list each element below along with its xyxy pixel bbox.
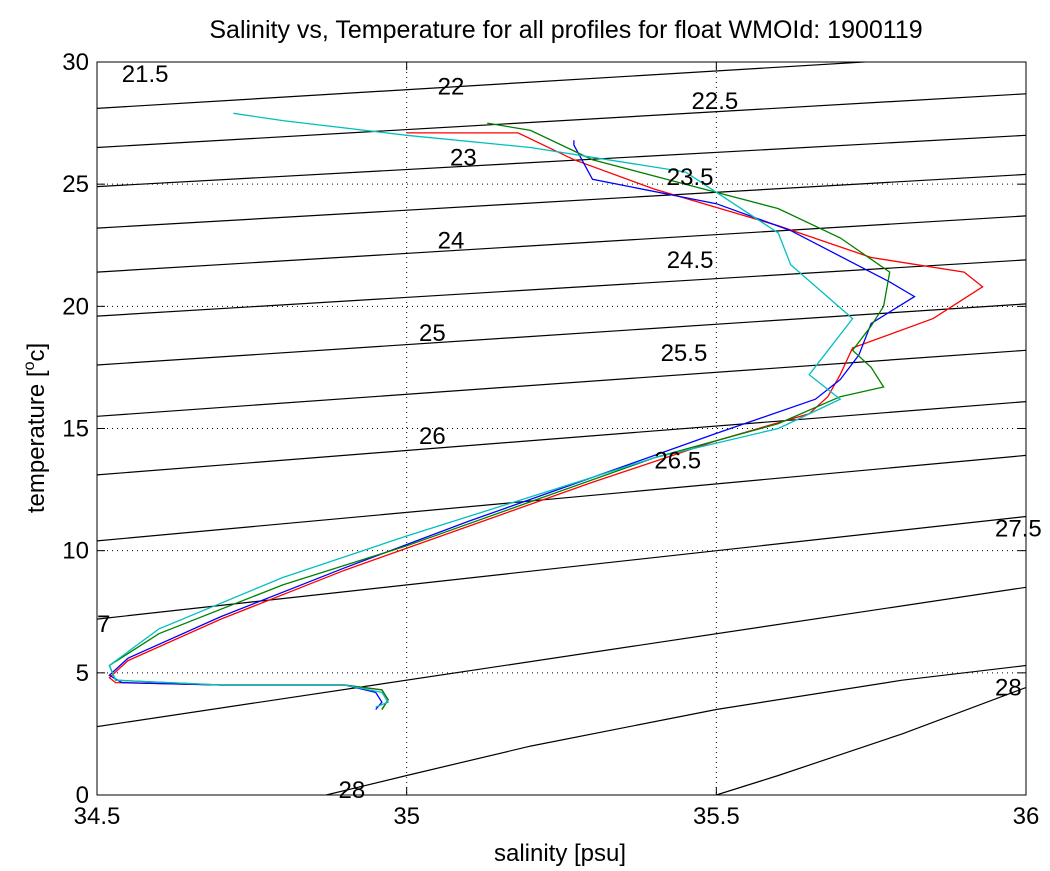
- y-tick-label: 30: [62, 49, 89, 76]
- density-contour: [97, 215, 1026, 273]
- y-tick-label: 20: [62, 293, 89, 320]
- chart-title: Salinity vs, Temperature for all profile…: [209, 16, 922, 44]
- density-contour: [97, 303, 1026, 366]
- contour-label: 23.5: [667, 164, 714, 191]
- density-contours: [97, 62, 1026, 795]
- profile-line: [108, 122, 891, 710]
- density-contour: [97, 401, 1026, 476]
- x-axis-ticks: 34.5 35 35.5 36: [74, 62, 1040, 830]
- contour-label: 28: [995, 674, 1022, 701]
- contour-label: 21.5: [122, 61, 169, 88]
- x-tick-label: 34.5: [74, 803, 121, 830]
- contour-label: 7: [97, 611, 110, 638]
- grid: [97, 62, 1026, 795]
- density-contour: [97, 259, 1026, 317]
- contour-label: 26: [419, 423, 446, 450]
- y-axis-label-main: temperature [: [23, 370, 50, 513]
- density-contour: [326, 664, 1026, 795]
- density-contour: [716, 686, 1026, 795]
- density-contour: [97, 349, 1026, 417]
- x-axis-label: salinity [psu]: [494, 840, 626, 867]
- x-tick-label: 36: [1013, 803, 1040, 830]
- y-axis-label: temperature [oc]: [21, 343, 50, 513]
- contour-label: 24.5: [667, 247, 714, 274]
- contour-label: 22.5: [692, 88, 739, 115]
- contour-label: 25.5: [661, 340, 708, 367]
- y-tick-label: 15: [62, 416, 89, 443]
- y-tick-label: 10: [62, 538, 89, 565]
- density-contour: [97, 586, 1026, 728]
- y-tick-label: 25: [62, 171, 89, 198]
- profile-line: [108, 140, 916, 710]
- y-tick-label: 5: [76, 660, 89, 687]
- y-axis-ticks: 0 5 10 15 20 25 30: [62, 49, 1026, 809]
- density-contour: [97, 134, 1026, 188]
- y-axis-label-tail: c]: [23, 343, 50, 362]
- density-contour: [97, 454, 1026, 542]
- density-contour: [97, 93, 1026, 149]
- density-contour: [97, 515, 1026, 620]
- y-axis-label-sup: o: [21, 361, 38, 370]
- profile-series: [108, 112, 984, 710]
- contour-label: 28: [339, 777, 366, 804]
- profile-line: [108, 112, 854, 708]
- x-tick-label: 35: [393, 803, 420, 830]
- contour-label: 25: [419, 320, 446, 347]
- contour-label: 27.5: [995, 516, 1042, 543]
- contour-label: 24: [438, 227, 465, 254]
- density-contour: [97, 173, 1026, 229]
- x-tick-label: 35.5: [693, 803, 740, 830]
- contour-label: 22: [438, 73, 465, 100]
- contour-label: 26.5: [654, 447, 701, 474]
- density-contour: [97, 62, 874, 109]
- contour-label: 23: [450, 144, 477, 171]
- contour-labels: 21.5 22 22.5 23 23.5 24 24.5 25 25.5 26 26.5 27.5 7 2…: [97, 61, 1042, 804]
- y-tick-label: 0: [76, 782, 89, 809]
